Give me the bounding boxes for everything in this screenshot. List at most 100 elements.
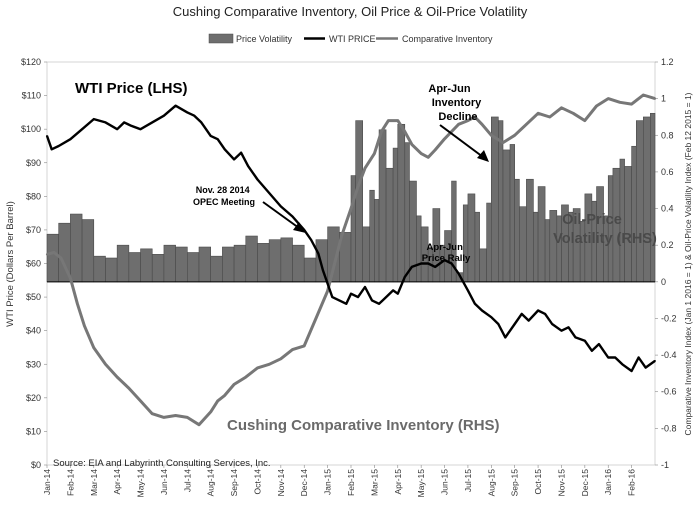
wti-point	[151, 121, 154, 124]
right-tick-label: -0.2	[661, 313, 677, 323]
left-tick-label: $60	[26, 259, 41, 269]
wti-point	[69, 138, 72, 141]
annotation-inventory-decline-line2: Inventory	[432, 97, 482, 109]
wti-point	[490, 316, 493, 319]
wti-point	[345, 302, 348, 305]
inventory-point	[116, 375, 119, 379]
wti-point	[240, 151, 242, 154]
wti-point	[193, 114, 196, 117]
volatility-bar	[257, 243, 270, 283]
inventory-point	[52, 251, 56, 254]
x-tick-label: Jun-15	[440, 469, 450, 495]
wti-line	[45, 104, 656, 373]
inventory-point	[104, 363, 107, 366]
volatility-bar	[416, 215, 422, 283]
annotation-inventory-decline-line3: Decline	[438, 111, 477, 123]
wti-points	[46, 104, 656, 372]
volatility-bar	[533, 211, 539, 283]
volatility-bar	[509, 144, 515, 283]
volatility-bar	[210, 255, 223, 283]
wti-point	[130, 124, 133, 127]
inventory-point	[501, 141, 505, 144]
inventory-point	[69, 277, 72, 280]
volatility-bar	[175, 246, 188, 283]
inventory-point	[434, 148, 437, 152]
wti-point	[654, 359, 656, 362]
wti-point	[163, 114, 165, 117]
wti-point	[256, 178, 259, 181]
volatility-bar	[93, 255, 106, 283]
wti-point	[403, 276, 406, 278]
wti-point	[434, 265, 437, 268]
inventory-point	[525, 123, 528, 126]
inventory-point	[480, 123, 484, 126]
wti-point	[474, 302, 476, 305]
volatility-bars	[46, 112, 656, 283]
inventory-point	[244, 375, 247, 379]
volatility-bar	[81, 219, 95, 283]
inventory-point	[363, 167, 367, 170]
left-tick-label: $70	[26, 225, 41, 235]
annotation-price-rally: Apr-Jun Price Rally	[422, 242, 471, 264]
y-axis-label-right: Comparative Inventory Index (Jan 1 2016 …	[683, 92, 693, 435]
inventory-point	[333, 262, 336, 265]
left-tick-label: $0	[31, 460, 41, 470]
inventory-point	[387, 119, 390, 122]
left-tick-label: $20	[26, 393, 41, 403]
annotation-opec-line2: OPEC Meeting	[193, 197, 255, 207]
volatility-bar	[268, 239, 282, 283]
inventory-point	[151, 412, 154, 415]
x-tick-label: Mar-15	[369, 469, 379, 496]
x-tick-label: Sep-15	[510, 469, 520, 497]
inventory-point	[340, 234, 343, 238]
wti-point	[371, 299, 373, 302]
inventory-point	[396, 119, 399, 122]
wti-point	[644, 366, 647, 369]
volatility-bar	[491, 116, 499, 283]
x-tick-label: May-15	[416, 469, 426, 498]
volatility-bar	[537, 186, 546, 283]
wti-point	[378, 302, 380, 305]
volatility-bar	[355, 120, 363, 283]
wti-point	[410, 265, 413, 268]
inventory-point	[490, 134, 493, 137]
inventory-point	[513, 134, 516, 137]
inventory-point	[473, 115, 477, 119]
annotation-wti-price: WTI Price (LHS)	[75, 80, 188, 97]
right-tick-label: 0.6	[661, 167, 674, 177]
volatility-bar	[544, 219, 551, 283]
inventory-point	[536, 112, 540, 115]
right-tick-label: -0.4	[661, 350, 677, 360]
wti-point	[520, 312, 523, 315]
wti-point	[396, 292, 399, 295]
wti-point	[331, 296, 334, 298]
x-tick-label: Jan-16	[603, 469, 613, 495]
x-axis: Jan-14 Feb-14 Mar-14 Apr-14 May-14 Jun-14 Jul-…	[42, 465, 637, 497]
inventory-point	[427, 156, 430, 159]
wti-point	[614, 356, 617, 359]
inventory-point	[410, 143, 413, 146]
wti-point	[338, 299, 341, 302]
inventory-points	[45, 93, 657, 426]
volatility-bar	[519, 206, 527, 283]
wti-point	[364, 286, 366, 288]
wti-point	[310, 239, 313, 241]
inventory-point	[607, 97, 610, 100]
inventory-point	[466, 119, 470, 122]
x-tick-label: Jul-14	[182, 469, 192, 492]
wti-point	[209, 134, 212, 137]
inventory-point	[595, 104, 598, 108]
inventory-point	[642, 93, 645, 97]
legend-swatch-volatility	[208, 33, 234, 44]
x-tick-label: Dec-14	[299, 469, 309, 497]
annotations: WTI Price (LHS) Apr-Jun Inventory Declin…	[53, 80, 657, 469]
volatility-bar	[486, 202, 492, 283]
volatility-bar	[369, 189, 375, 283]
volatility-bar	[105, 257, 118, 283]
x-tick-label: Mar-14	[89, 469, 99, 496]
wti-point	[326, 282, 329, 285]
x-tick-label: Aug-15	[486, 469, 496, 497]
wti-point	[291, 215, 294, 218]
inventory-point	[572, 112, 575, 115]
wti-point	[174, 104, 177, 107]
